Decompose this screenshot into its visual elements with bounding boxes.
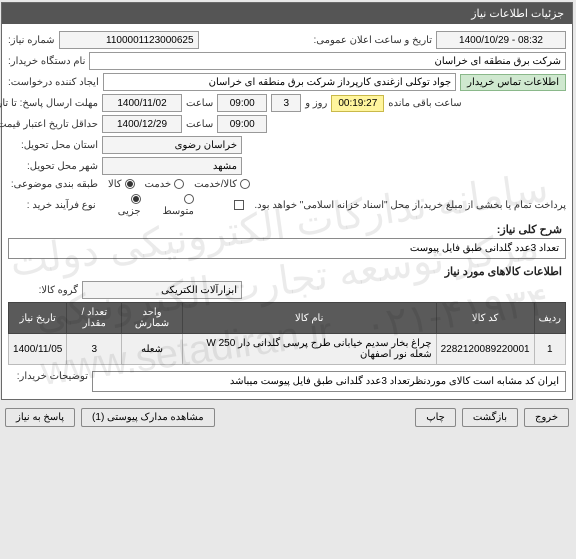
label-requester: ایجاد کننده درخواست: [9, 77, 100, 88]
cell-qty: 3 [68, 334, 123, 365]
field-goods-group: ابزارآلات الکتریکی [83, 281, 243, 299]
th-date: تاریخ نیاز [10, 303, 68, 334]
label-category: طبقه بندی موضوعی: [9, 179, 99, 190]
field-province: خراسان رضوی [103, 136, 243, 154]
panel-title: جزئیات اطلاعات نیاز [3, 3, 573, 24]
label-buyer-org: نام دستگاه خریدار: [9, 56, 86, 67]
radio-medium[interactable]: متوسط [152, 193, 195, 217]
need-summary-box: تعداد 3عدد گلدانی طبق فایل پیوست [9, 238, 567, 259]
checkbox-partial-pay[interactable] [232, 199, 245, 211]
items-table: ردیف کد کالا نام کالا واحد شمارش تعداد /… [9, 302, 567, 365]
need-summary-title: شرح کلی نیاز: [13, 223, 563, 236]
main-panel: جزئیات اطلاعات نیاز شماره نیاز: 11000011… [2, 2, 574, 400]
exit-button[interactable]: خروج [525, 408, 570, 427]
field-reply-date: 1400/11/02 [103, 94, 183, 112]
th-idx: ردیف [535, 303, 566, 334]
field-valid-time: 09:00 [218, 115, 268, 133]
label-time-2: ساعت [187, 119, 214, 130]
panel-body: شماره نیاز: 1100001123000625 تاریخ و ساع… [3, 24, 573, 399]
print-button[interactable]: چاپ [416, 408, 457, 427]
radio-goods[interactable]: کالا [109, 178, 136, 190]
label-time-1: ساعت [187, 98, 214, 109]
cell-code: 2282120089220001 [437, 334, 535, 365]
countdown: 00:19:27 [332, 95, 385, 112]
row-requester: ایجاد کننده درخواست: جواد توکلی ازغندی ک… [9, 73, 567, 91]
row-purchase-type: نوع فرآیند خرید : جزیی متوسط پرداخت تمام… [9, 193, 567, 217]
table-header-row: ردیف کد کالا نام کالا واحد شمارش تعداد /… [10, 303, 567, 334]
label-need-no: شماره نیاز: [9, 35, 56, 46]
label-reply-deadline: مهلت ارسال پاسخ: تا تاریخ: [9, 98, 99, 109]
label-province: استان محل تحویل: [9, 140, 99, 151]
buyer-notes-box: ایران کد مشابه است کالای موردنظرتعداد 3ع… [93, 371, 567, 392]
row-need-no: شماره نیاز: 1100001123000625 تاریخ و ساع… [9, 31, 567, 49]
radio-both[interactable]: کالا/خدمت [195, 178, 251, 190]
th-code: کد کالا [437, 303, 535, 334]
label-buyer-notes: توضیحات خریدار: [9, 371, 89, 382]
table-row[interactable]: 1 2282120089220001 چراغ بخار سدیم خیابان… [10, 334, 567, 365]
attachments-button[interactable]: مشاهده مدارک پیوستی (1) [82, 408, 216, 427]
reply-button[interactable]: پاسخ به نیاز [6, 408, 76, 427]
field-reply-time: 09:00 [218, 94, 268, 112]
label-remaining: ساعت باقی مانده [389, 98, 462, 109]
th-name: نام کالا [183, 303, 437, 334]
label-city: شهر محل تحویل: [9, 161, 99, 172]
cell-idx: 1 [535, 334, 566, 365]
cell-date: 1400/11/05 [10, 334, 68, 365]
field-city: مشهد [103, 157, 243, 175]
label-min-valid: حداقل تاریخ اعتبار قیمت: تا تاریخ: [9, 119, 99, 130]
row-buyer-org: نام دستگاه خریدار: شرکت برق منطقه ای خرا… [9, 52, 567, 70]
cell-name: چراغ بخار سدیم خیابانی طرح پرسی گلدانی د… [183, 334, 437, 365]
label-day-and: روز و [306, 98, 328, 109]
label-partial-pay: پرداخت تمام یا بخشی از مبلغ خرید،از محل … [255, 200, 567, 211]
field-need-no: 1100001123000625 [60, 31, 200, 49]
row-city: شهر محل تحویل: مشهد [9, 157, 567, 175]
row-reply-deadline: مهلت ارسال پاسخ: تا تاریخ: 1400/11/02 سا… [9, 94, 567, 112]
label-purchase-type: نوع فرآیند خرید : [9, 200, 97, 211]
radio-service[interactable]: خدمت [146, 178, 186, 190]
row-category: طبقه بندی موضوعی: کالا خدمت کالا/خدمت [9, 178, 567, 190]
row-buyer-notes: توضیحات خریدار: ایران کد مشابه است کالای… [9, 371, 567, 392]
field-valid-date: 1400/12/29 [103, 115, 183, 133]
back-button[interactable]: بازگشت [463, 408, 519, 427]
footer-bar: خروج بازگشت چاپ مشاهده مدارک پیوستی (1) … [0, 402, 576, 433]
row-min-valid: حداقل تاریخ اعتبار قیمت: تا تاریخ: 1400/… [9, 115, 567, 133]
items-title: اطلاعات کالاهای مورد نیاز [13, 265, 563, 278]
cell-unit: شعله [123, 334, 184, 365]
row-province: استان محل تحویل: خراسان رضوی [9, 136, 567, 154]
field-announce: 1400/10/29 - 08:32 [437, 31, 567, 49]
label-announce: تاریخ و ساعت اعلان عمومی: [315, 35, 434, 46]
th-qty: تعداد / مقدار [68, 303, 123, 334]
field-remaining-days: 3 [272, 94, 302, 112]
radio-partial[interactable]: جزیی [107, 193, 142, 217]
row-goods-group: گروه کالا: ابزارآلات الکتریکی [9, 281, 567, 299]
buyer-contact-tag[interactable]: اطلاعات تماس خریدار [461, 74, 567, 91]
field-requester: جواد توکلی ازغندی کارپرداز شرکت برق منطق… [104, 73, 457, 91]
th-unit: واحد شمارش [123, 303, 184, 334]
field-buyer-org: شرکت برق منطقه ای خراسان [90, 52, 567, 70]
label-goods-group: گروه کالا: [9, 285, 79, 296]
